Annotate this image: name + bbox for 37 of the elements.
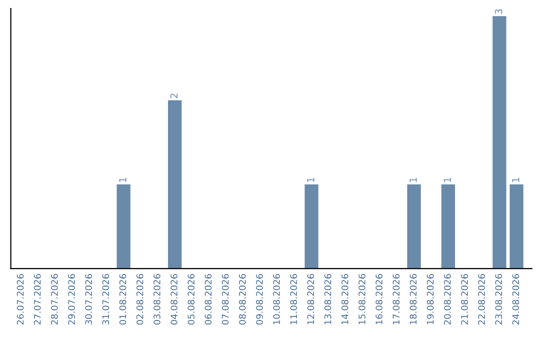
x-tick-label: 17.08.2026 [392, 274, 400, 324]
x-tick-label: 12.08.2026 [307, 274, 314, 324]
x-tick-label: 21.08.2026 [461, 274, 468, 324]
x-tick-label: 16.08.2026 [376, 274, 382, 324]
x-tick-label: 04.08.2026 [170, 274, 178, 325]
data-label: 1 [307, 178, 314, 182]
x-tick-label: 27.07.2026 [34, 274, 41, 324]
x-tick-label: 19.08.2026 [426, 274, 434, 324]
x-tick-label: 03.08.2026 [154, 274, 160, 325]
x-tick-label: 07.08.2026 [222, 274, 229, 325]
x-tick-label: 24.08.2026 [512, 274, 520, 324]
x-tick-label: 29.07.2026 [68, 274, 75, 324]
data-label: 1 [444, 178, 451, 182]
x-tick-label: 09.08.2026 [256, 274, 263, 325]
data-label: 3 [494, 9, 502, 14]
x-tick-label: 08.08.2026 [238, 274, 246, 325]
x-tick-label: 01.08.2026 [119, 274, 126, 325]
x-tick-label: 30.07.2026 [85, 274, 92, 324]
x-tick-label: 14.08.2026 [341, 274, 348, 324]
x-tick-label: 28.07.2026 [51, 274, 58, 324]
data-label: 1 [119, 178, 126, 182]
x-tick-label: 10.08.2026 [273, 274, 280, 324]
x-tick-label: 15.08.2026 [358, 274, 366, 324]
x-tick-label: 23.08.2026 [495, 274, 502, 324]
x-tick-label: 05.08.2026 [188, 274, 195, 325]
x-tick-label: 22.08.2026 [478, 274, 485, 324]
x-tick-label: 13.08.2026 [324, 274, 332, 324]
x-tick-label: 31.07.2026 [102, 274, 110, 324]
x-tick-label: 20.08.2026 [444, 274, 451, 324]
x-tick-label: 02.08.2026 [136, 274, 144, 325]
x-tick-label: 11.08.2026 [290, 274, 298, 324]
x-tick-label: 18.08.2026 [410, 274, 417, 324]
data-label: 1 [410, 178, 417, 182]
x-tick-label: 06.08.2026 [204, 274, 212, 325]
data-label: 2 [170, 94, 178, 98]
x-tick-label: 26.07.2026 [16, 274, 24, 324]
data-label: 1 [512, 178, 520, 182]
